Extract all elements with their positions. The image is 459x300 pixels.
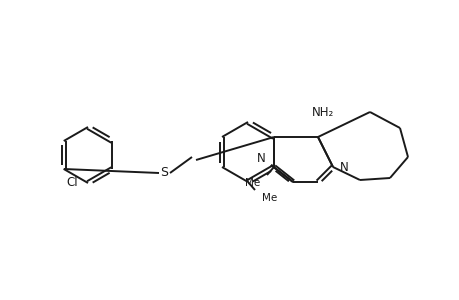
Text: N: N — [256, 152, 265, 164]
Text: NH₂: NH₂ — [311, 106, 333, 119]
Text: N: N — [339, 160, 348, 173]
Text: S: S — [160, 167, 168, 179]
Text: Me: Me — [244, 178, 259, 188]
Text: Cl: Cl — [66, 176, 78, 190]
Text: Me: Me — [262, 193, 277, 203]
